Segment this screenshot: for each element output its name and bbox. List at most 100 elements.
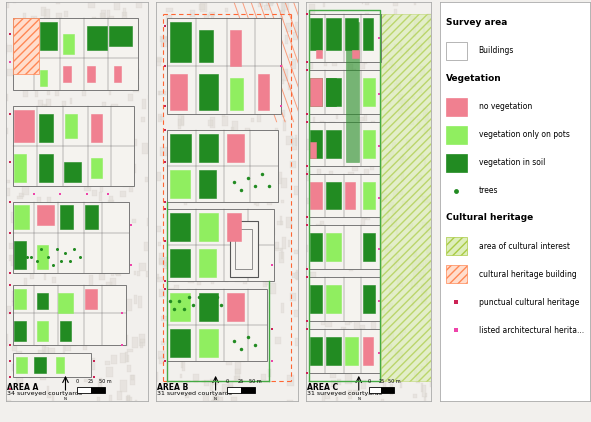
Bar <box>337 379 340 385</box>
Bar <box>310 142 316 158</box>
Bar <box>230 78 242 110</box>
Bar <box>279 252 284 263</box>
Bar <box>47 386 49 393</box>
Bar <box>24 56 28 60</box>
Bar <box>287 400 293 403</box>
Bar <box>40 300 43 306</box>
Bar <box>210 280 215 284</box>
Bar <box>276 84 281 93</box>
Bar <box>126 122 131 133</box>
Bar <box>261 374 266 381</box>
Bar <box>81 111 85 120</box>
Bar <box>129 184 133 192</box>
Bar <box>424 199 430 203</box>
Bar <box>159 92 165 95</box>
Bar <box>376 212 378 217</box>
Bar <box>99 192 102 201</box>
Bar <box>356 30 359 40</box>
Bar <box>34 336 40 341</box>
Bar <box>85 168 90 174</box>
Bar <box>287 136 293 145</box>
Bar <box>394 0 398 5</box>
Bar <box>361 216 365 225</box>
Bar <box>141 341 143 348</box>
Bar <box>428 130 434 135</box>
Bar <box>224 291 228 300</box>
Bar <box>348 230 352 238</box>
Bar <box>353 390 358 394</box>
Bar <box>421 383 423 392</box>
Bar <box>235 403 239 408</box>
Bar <box>131 46 135 56</box>
Bar <box>164 257 169 266</box>
Bar <box>252 158 257 170</box>
Bar <box>15 153 18 162</box>
Bar <box>65 60 69 71</box>
Bar <box>40 70 47 86</box>
Bar <box>14 154 26 181</box>
Bar <box>281 3 285 12</box>
Bar <box>131 139 137 146</box>
Text: listed architectural herita...: listed architectural herita... <box>479 326 584 335</box>
Bar <box>215 228 220 233</box>
Bar <box>55 85 59 96</box>
Bar <box>310 272 316 278</box>
Bar <box>204 380 209 386</box>
Bar <box>78 59 80 69</box>
Bar <box>142 99 147 109</box>
Bar <box>268 369 271 377</box>
Bar <box>12 301 17 306</box>
Bar <box>76 132 80 136</box>
Bar <box>122 12 127 24</box>
Bar <box>99 133 104 144</box>
Bar <box>407 139 410 150</box>
Bar <box>106 367 113 377</box>
Bar <box>72 59 77 64</box>
Bar <box>385 100 391 104</box>
Bar <box>104 22 108 30</box>
Bar <box>281 78 284 84</box>
Bar <box>275 248 281 251</box>
Bar <box>202 52 204 59</box>
Bar <box>212 246 219 253</box>
Bar <box>236 228 239 240</box>
Bar <box>167 15 173 25</box>
Bar <box>202 339 206 344</box>
Bar <box>352 50 359 58</box>
Bar <box>149 214 155 219</box>
Bar <box>31 222 37 233</box>
Bar <box>422 222 427 228</box>
Bar <box>312 402 318 406</box>
Bar <box>66 295 70 302</box>
Bar <box>300 398 304 405</box>
Bar <box>129 164 136 173</box>
Bar <box>176 242 178 253</box>
Bar <box>23 87 28 97</box>
Bar <box>245 128 250 138</box>
Bar <box>173 138 178 142</box>
Bar <box>362 337 372 365</box>
Bar <box>349 103 354 112</box>
Bar <box>275 58 277 69</box>
Bar <box>316 225 322 235</box>
Bar <box>261 154 265 165</box>
Bar <box>235 368 241 381</box>
Bar <box>325 186 329 196</box>
Bar <box>414 49 417 55</box>
Bar <box>290 54 291 58</box>
Text: no vegetation: no vegetation <box>479 102 532 111</box>
Bar <box>47 92 50 95</box>
Bar <box>206 136 213 143</box>
Bar <box>134 271 137 275</box>
Bar <box>349 260 353 271</box>
Bar <box>180 374 183 379</box>
Bar <box>426 112 429 122</box>
Bar <box>77 227 83 230</box>
Text: AREA B: AREA B <box>157 383 189 392</box>
Bar <box>348 64 353 71</box>
Bar <box>226 357 232 365</box>
Bar <box>187 280 194 283</box>
Bar <box>352 360 356 369</box>
Bar <box>340 136 343 140</box>
Bar <box>355 346 359 351</box>
